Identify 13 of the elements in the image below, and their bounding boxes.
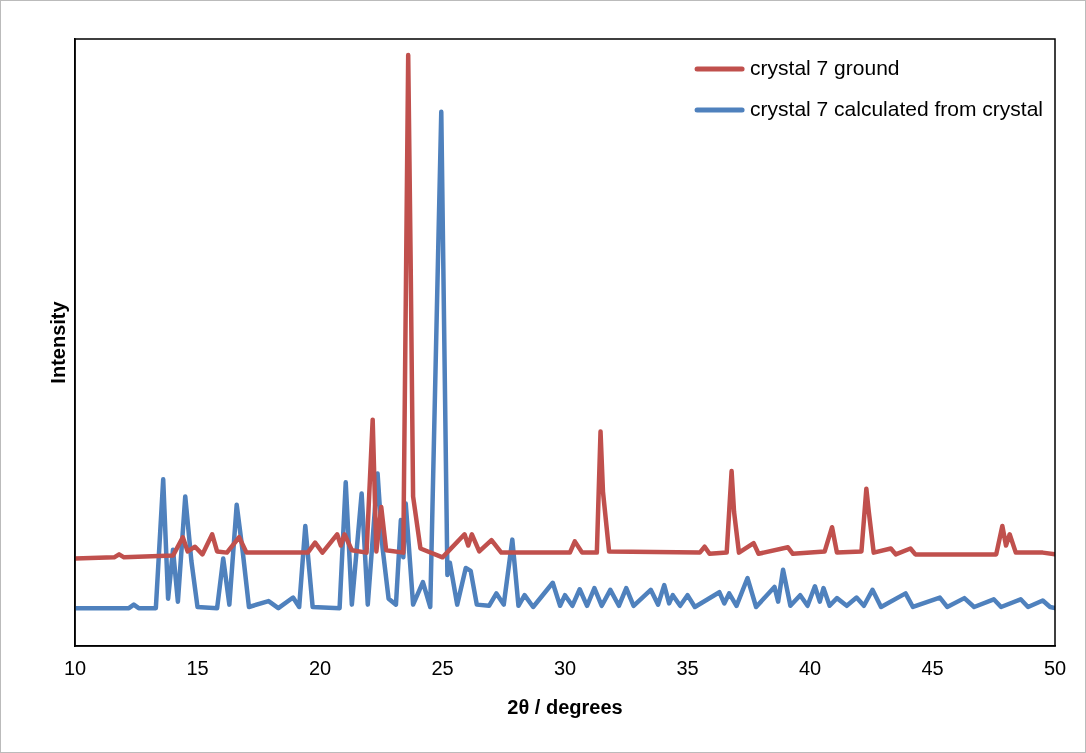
x-tick-label: 40 (798, 656, 822, 679)
x-tick-label: 35 (676, 656, 699, 679)
x-tick-label: 30 (553, 656, 577, 679)
legend-label: crystal 7 ground (750, 55, 900, 79)
x-tick-label: 15 (186, 656, 209, 679)
x-tick-label: 25 (431, 656, 454, 679)
y-axis-title: Intensity (46, 300, 69, 384)
x-tick-label: 20 (308, 656, 332, 679)
legend-label: crystal 7 calculated from crystal (750, 96, 1044, 120)
x-tick-label: 50 (1043, 656, 1067, 679)
x-tick-label: 45 (921, 656, 944, 679)
x-tick-label: 10 (63, 656, 87, 679)
x-axis-title: 2θ / degrees (507, 695, 623, 718)
